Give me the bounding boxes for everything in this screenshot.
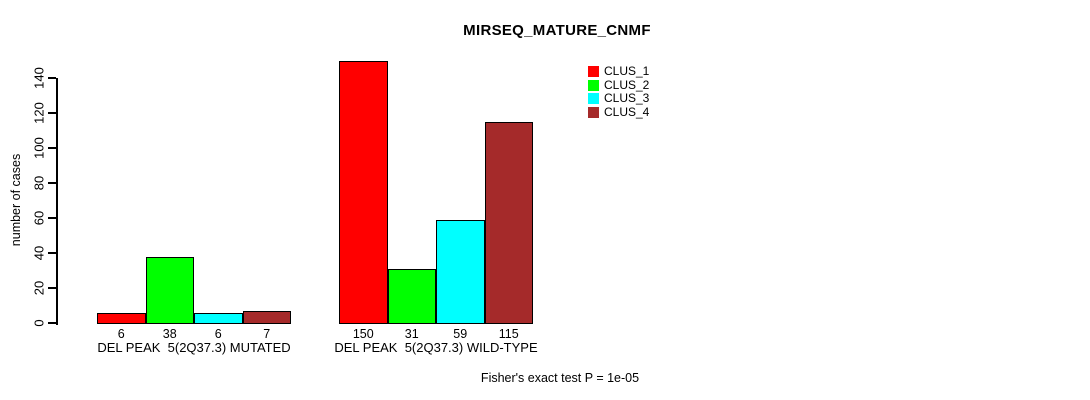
bar-value-label: 7 <box>263 327 271 341</box>
bar-clus_4-wild-type <box>484 121 533 324</box>
y-axis-tick-label: 0 <box>31 319 47 327</box>
chart-title: MIRSEQ_MATURE_CNMF <box>463 22 651 39</box>
bar-clus_2-mutated <box>145 256 194 324</box>
bar-clus_1-mutated <box>97 312 146 324</box>
legend-swatch-clus_3 <box>588 93 599 105</box>
x-category-label: DEL PEAK 5(2Q37.3) MUTATED <box>97 340 291 355</box>
bar-value-label: 38 <box>162 327 177 341</box>
y-axis-tick <box>48 217 56 219</box>
y-axis-tick <box>48 322 56 324</box>
y-axis-tick-label: 140 <box>31 67 47 89</box>
legend-item: CLUS_4 <box>588 104 650 120</box>
y-axis-tick <box>48 182 56 184</box>
y-axis-tick-label: 100 <box>31 137 47 159</box>
legend-swatch-clus_2 <box>588 79 599 91</box>
legend: CLUS_1 CLUS_2 CLUS_3 CLUS_4 <box>588 64 650 120</box>
bar-clus_3-wild-type <box>436 219 485 324</box>
legend-item-label: CLUS_2 <box>604 77 650 92</box>
legend-item: CLUS_2 <box>588 77 650 93</box>
bar-value-label: 6 <box>214 327 222 341</box>
bar-value-label: 6 <box>117 327 125 341</box>
legend-item-label: CLUS_3 <box>604 91 650 105</box>
legend-swatch-clus_4 <box>588 106 599 118</box>
y-axis-tick <box>48 112 56 114</box>
legend-item: CLUS_3 <box>588 91 650 106</box>
bar-clus_1-wild-type <box>339 60 388 324</box>
bar-value-label: 31 <box>404 327 419 341</box>
bar-clus_2-wild-type <box>387 268 436 324</box>
bar-value-label: 150 <box>352 327 374 341</box>
legend-swatch-clus_1 <box>588 66 599 78</box>
bar-value-label: 115 <box>498 327 519 341</box>
y-axis-tick-label: 20 <box>31 280 47 296</box>
y-axis-tick-label: 40 <box>31 245 47 261</box>
bar-value-label: 59 <box>453 327 468 341</box>
y-axis-tick <box>48 147 56 149</box>
legend-item: CLUS_1 <box>588 64 650 79</box>
legend-item-label: CLUS_4 <box>604 104 650 119</box>
legend-item-label: CLUS_1 <box>604 64 650 78</box>
fisher-test-annotation: Fisher's exact test P = 1e-05 <box>480 371 640 385</box>
bar-clus_4-mutated <box>242 310 291 324</box>
y-axis-tick <box>48 252 56 254</box>
bar-clus_3-mutated <box>194 312 243 324</box>
y-axis-tick <box>48 77 56 79</box>
y-axis-tick-label: 80 <box>31 175 47 191</box>
y-axis-tick-label: 60 <box>31 210 47 226</box>
x-category-label: DEL PEAK 5(2Q37.3) WILD-TYPE <box>334 340 538 355</box>
y-axis-tick-label: 120 <box>31 102 47 124</box>
y-axis-tick <box>48 287 56 289</box>
y-axis-line <box>56 78 58 325</box>
